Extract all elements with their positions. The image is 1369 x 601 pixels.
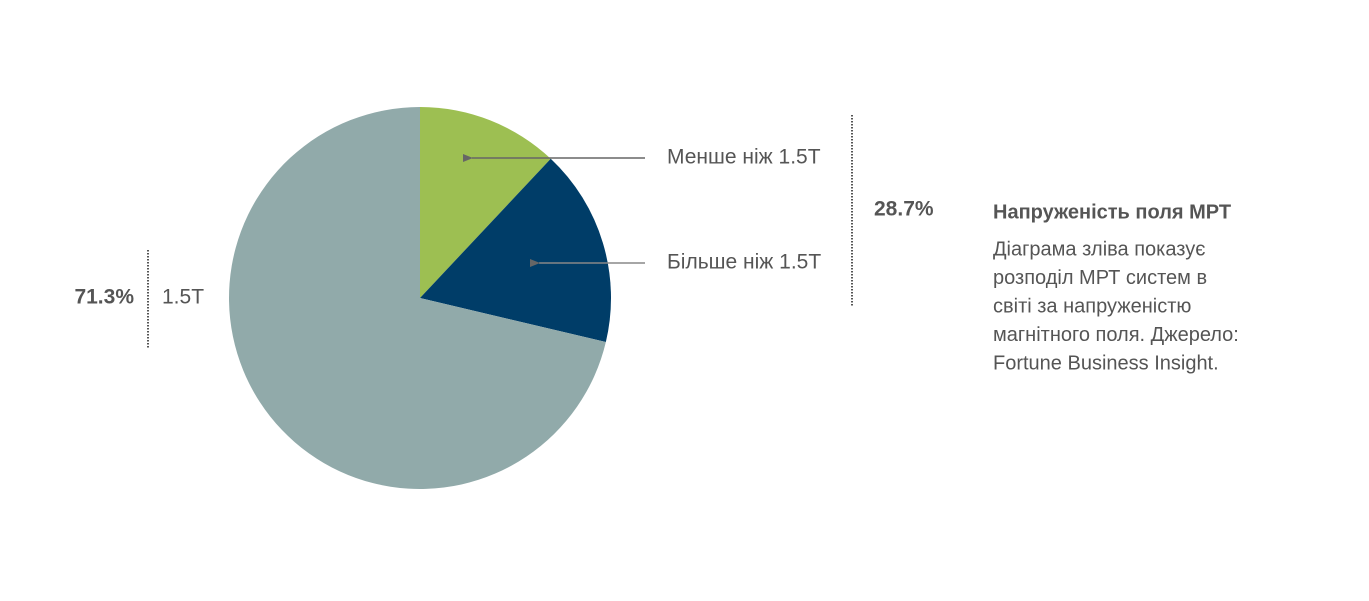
annotation-line: Fortune Business Insight. bbox=[993, 352, 1219, 374]
annotation-line: світі за напруженістю bbox=[993, 295, 1191, 317]
pie-slice bbox=[420, 158, 611, 343]
slice-label: Менше ніж 1.5T bbox=[667, 146, 821, 169]
annotation-line: розподіл МРТ систем в bbox=[993, 267, 1207, 289]
annotation: Діаграма зліва показує розподіл МРТ систе… bbox=[993, 238, 1239, 374]
annotation-title: Напруженість поля МРТ bbox=[993, 201, 1231, 223]
slice-label: Більше ніж 1.5T bbox=[667, 251, 821, 274]
pie-slice bbox=[420, 107, 551, 298]
slice-label: 1.5T bbox=[162, 286, 204, 309]
value-label: 71.3% bbox=[74, 286, 134, 309]
annotation-line: Діаграма зліва показує bbox=[993, 238, 1205, 260]
group-label: 28.7% bbox=[874, 198, 934, 221]
pie bbox=[228, 107, 611, 489]
annotation-line: магнітного поля. Джерело: bbox=[993, 324, 1239, 346]
pie-slice bbox=[228, 107, 606, 489]
